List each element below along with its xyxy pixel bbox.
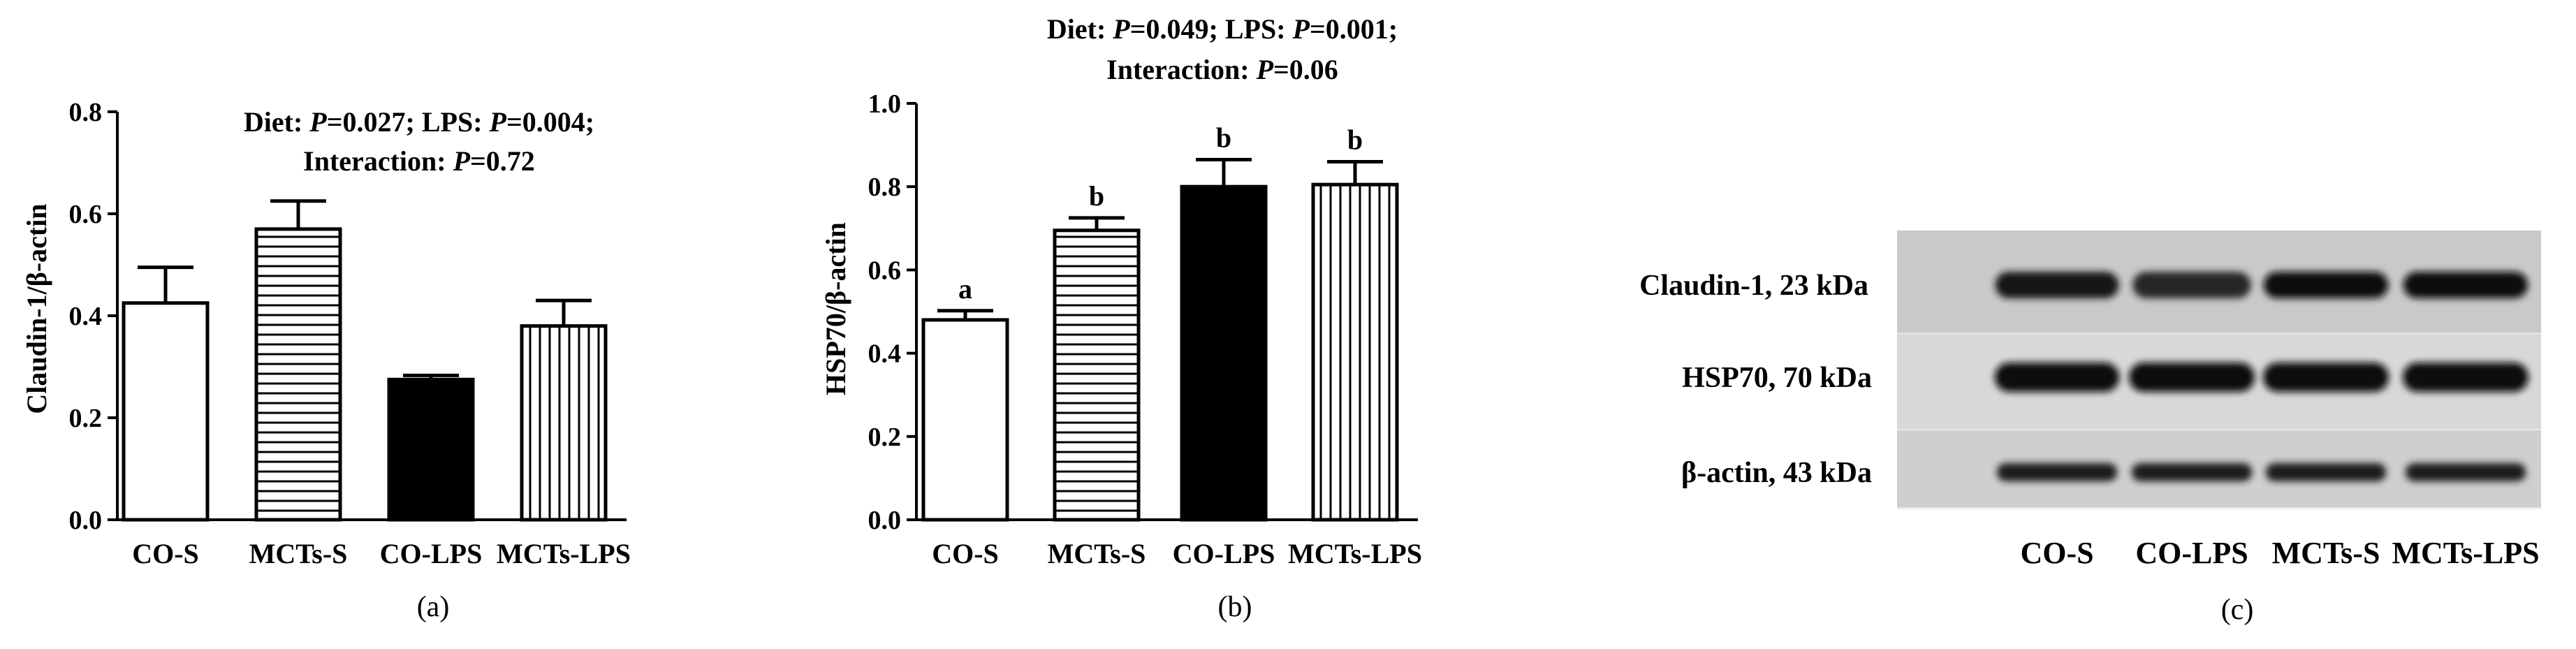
plot-area: 0.0 0.2 0.4 0.6 0.8 1.0 CO-S a MCTs-S b CO-LPS b MCT… [868, 89, 1422, 569]
chart-title-line1: Diet: P=0.027; LPS: P=0.004; [244, 106, 594, 138]
band-actin-43-kda-lane-4 [2405, 463, 2526, 481]
band-hsp70-70-kda-lane-2 [2129, 363, 2255, 392]
significance-letter-co-lps: b [1216, 122, 1231, 153]
x-tick-label-mcts-lps: MCTs-LPS [497, 538, 631, 569]
band-claudin-1-23-kda-lane-4 [2403, 272, 2529, 298]
bar-co-s [122, 301, 210, 522]
bar-co-lps [1180, 184, 1268, 522]
band-claudin-1-23-kda-lane-3 [2263, 272, 2389, 298]
x-tick-label-mcts-lps: MCTs-LPS [1288, 538, 1422, 569]
blot-row-label-claudin-1-23-kda: Claudin-1, 23 kDa [1639, 270, 1868, 302]
x-tick-label-co-lps: CO-LPS [380, 538, 483, 569]
y-axis-label: HSP70/β-actin [820, 222, 851, 395]
band-hsp70-70-kda-lane-1 [1994, 363, 2120, 392]
blot-row-label-hsp70-70-kda: HSP70, 70 kDa [1682, 362, 1872, 394]
panel-label: (b) [1218, 591, 1252, 623]
chart-title-line1: Diet: P=0.049; LPS: P=0.001; [1047, 13, 1398, 45]
blot-row-label-actin-43-kda: β-actin, 43 kDa [1681, 457, 1872, 489]
y-tick-label: 1.0 [868, 89, 902, 119]
bar-co-s [921, 318, 1009, 522]
hsp70-bar-chart: Diet: P=0.049; LPS: P=0.001; Interaction… [820, 13, 1422, 623]
y-tick-label: 0.6 [69, 200, 103, 229]
significance-letter-co-s: a [958, 273, 972, 305]
lane-label-mcts-lps: MCTs-LPS [2392, 536, 2539, 570]
claudin-bar-chart: Diet: P=0.027; LPS: P=0.004; Interaction… [21, 98, 631, 623]
band-hsp70-70-kda-lane-3 [2263, 363, 2389, 392]
band-hsp70-70-kda-lane-4 [2403, 363, 2529, 392]
blot-rows: Claudin-1, 23 kDa HSP70, 70 kDa β-actin, 4… [1639, 231, 2541, 510]
x-tick-label-mcts-s: MCTs-S [249, 538, 348, 569]
significance-letter-mcts-s: b [1089, 180, 1104, 212]
y-tick-label: 0.8 [868, 173, 902, 202]
western-blot: Claudin-1, 23 kDa HSP70, 70 kDa β-actin, 4… [1639, 231, 2541, 626]
panel-label: (c) [2221, 594, 2254, 626]
bar-mcts-s [254, 227, 342, 522]
significance-letter-mcts-lps: b [1347, 124, 1363, 155]
bar-mcts-lps [1311, 182, 1399, 522]
y-tick-label: 0.0 [868, 506, 902, 535]
panel-label: (a) [417, 591, 450, 623]
y-axis-label: Claudin-1/β-actin [21, 203, 52, 414]
y-tick-label: 0.0 [69, 506, 103, 535]
x-tick-label-co-s: CO-S [932, 538, 999, 569]
band-actin-43-kda-lane-3 [2265, 463, 2387, 481]
bar-mcts-s [1053, 228, 1141, 522]
y-tick-label: 0.2 [69, 404, 103, 433]
chart-title-line2: Interaction: P=0.72 [303, 145, 535, 177]
y-tick-label: 0.2 [868, 423, 902, 452]
chart-title-line2: Interaction: P=0.06 [1106, 54, 1338, 85]
y-tick-label: 0.4 [69, 302, 103, 331]
x-tick-label-mcts-s: MCTs-S [1048, 538, 1146, 569]
band-actin-43-kda-lane-1 [1996, 463, 2118, 481]
x-tick-label-co-lps: CO-LPS [1173, 538, 1275, 569]
band-claudin-1-23-kda-lane-1 [1995, 272, 2119, 298]
x-tick-label-co-s: CO-S [132, 538, 199, 569]
plot-area: 0.0 0.2 0.4 0.6 0.8 CO-S MCTs-S CO-LPS MCTs-LPS [69, 98, 631, 569]
band-claudin-1-23-kda-lane-2 [2132, 272, 2251, 298]
lane-label-co-s: CO-S [2020, 536, 2093, 570]
y-tick-label: 0.8 [69, 98, 103, 127]
y-tick-label: 0.4 [868, 340, 902, 369]
bar-co-lps [387, 377, 475, 522]
lane-label-mcts-s: MCTs-S [2272, 536, 2380, 570]
bar-mcts-lps [520, 324, 608, 522]
band-actin-43-kda-lane-2 [2131, 463, 2253, 481]
y-tick-label: 0.6 [868, 256, 902, 285]
lane-label-co-lps: CO-LPS [2135, 536, 2248, 570]
